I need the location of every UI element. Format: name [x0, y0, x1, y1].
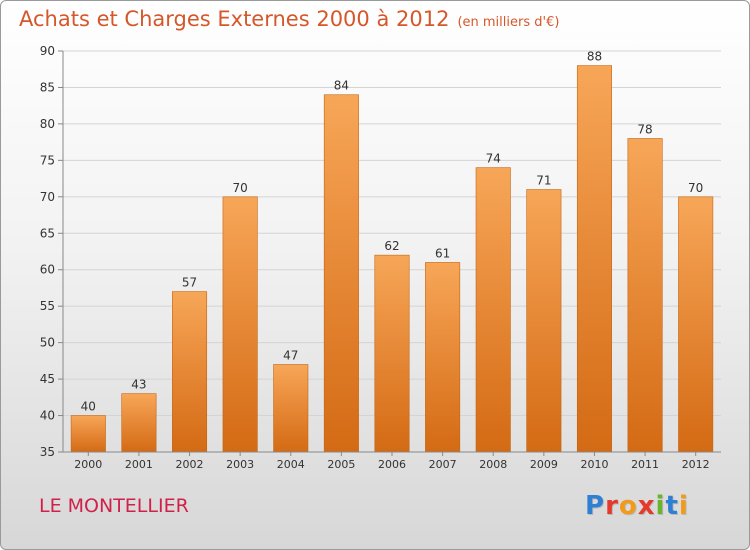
x-tick-label: 2003 — [226, 458, 254, 471]
x-tick-label: 2002 — [176, 458, 204, 471]
y-tick-label: 75 — [40, 153, 55, 167]
title-text: Achats et Charges Externes 2000 à 2012 — [19, 7, 450, 31]
y-tick-label: 35 — [40, 445, 55, 459]
data-label: 84 — [334, 79, 349, 93]
bar — [323, 94, 359, 453]
title-unit: (en milliers d'€) — [457, 15, 560, 30]
data-label: 57 — [182, 276, 197, 290]
chart-title: Achats et Charges Externes 2000 à 2012 (e… — [19, 7, 559, 31]
data-label: 70 — [688, 181, 703, 195]
data-label: 43 — [131, 378, 146, 392]
data-label: 62 — [384, 239, 399, 253]
data-label: 88 — [587, 50, 602, 64]
y-tick-label: 85 — [40, 80, 55, 94]
data-label: 40 — [81, 400, 96, 414]
x-tick-label: 2011 — [631, 458, 659, 471]
x-tick-label: 2012 — [682, 458, 710, 471]
y-tick-label: 80 — [40, 117, 55, 131]
y-tick-label: 65 — [40, 226, 55, 240]
data-label: 71 — [536, 174, 551, 188]
data-label: 47 — [283, 349, 298, 363]
bar — [526, 189, 562, 453]
bar — [425, 262, 461, 453]
bar — [678, 196, 714, 453]
x-tick-label: 2004 — [277, 458, 305, 471]
bar — [121, 393, 157, 453]
city-name: LE MONTELLIER — [39, 495, 189, 517]
proxiti-logo: Proxiti — [585, 491, 689, 521]
y-tick-label: 55 — [40, 299, 55, 313]
bar — [222, 196, 258, 453]
x-tick-label: 2009 — [530, 458, 558, 471]
bar — [374, 254, 410, 453]
data-label: 74 — [486, 152, 501, 166]
y-tick-label: 45 — [40, 372, 55, 386]
y-tick-label: 60 — [40, 263, 55, 277]
y-tick-label: 70 — [40, 190, 55, 204]
bar — [172, 291, 208, 453]
data-label: 61 — [435, 246, 450, 260]
x-tick-label: 2001 — [125, 458, 153, 471]
x-tick-label: 2008 — [479, 458, 507, 471]
x-tick-label: 2006 — [378, 458, 406, 471]
bar — [273, 364, 309, 453]
bar — [70, 415, 106, 453]
x-tick-label: 2007 — [429, 458, 457, 471]
y-tick-label: 40 — [40, 409, 55, 423]
bar — [576, 65, 612, 453]
data-label: 70 — [233, 181, 248, 195]
x-tick-label: 2010 — [580, 458, 608, 471]
bar — [475, 167, 511, 453]
bar — [627, 138, 663, 453]
y-tick-label: 50 — [40, 336, 55, 350]
y-tick-label: 90 — [40, 44, 55, 58]
x-tick-label: 2000 — [74, 458, 102, 471]
x-tick-label: 2005 — [327, 458, 355, 471]
data-label: 78 — [637, 122, 652, 136]
